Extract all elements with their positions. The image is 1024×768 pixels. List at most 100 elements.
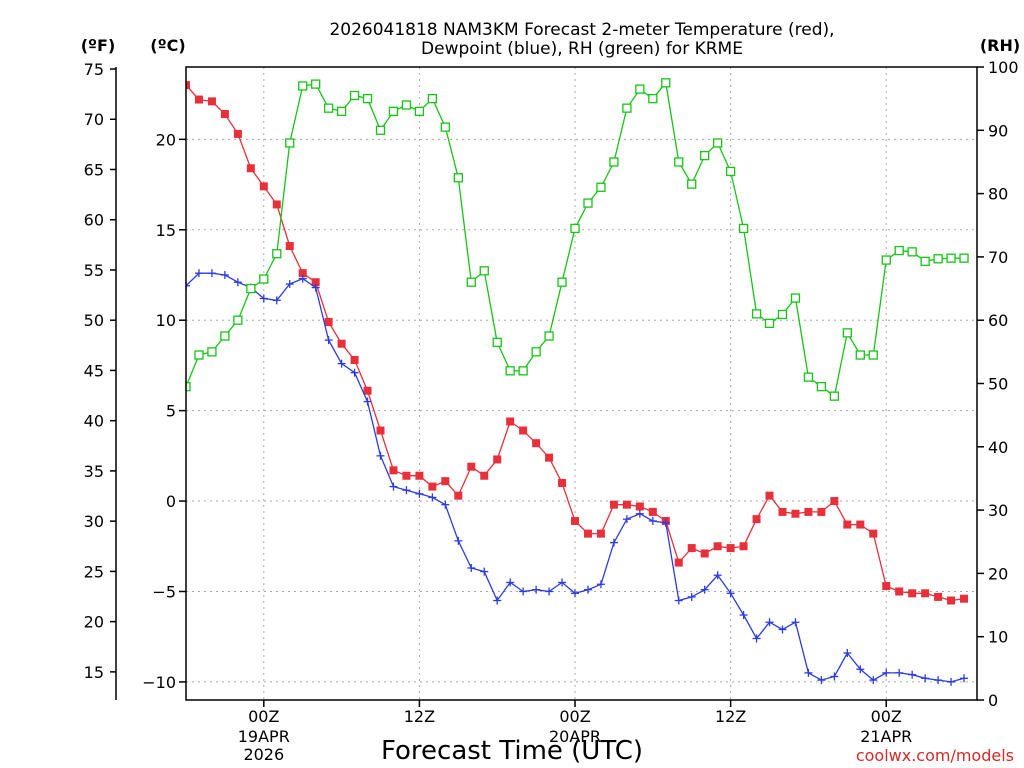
rh-unit-label: (RH) <box>980 36 1020 55</box>
2-meter-temperature-point <box>428 482 437 491</box>
fahrenheit-tick-label: 35 <box>84 462 104 481</box>
dewpoint-point <box>519 587 528 596</box>
time-tick-label: 00Z <box>559 707 590 726</box>
relative-humidity-point <box>492 337 502 348</box>
rh-tick-label: 30 <box>988 501 1008 520</box>
rh-tick-label: 20 <box>988 564 1008 583</box>
dewpoint-point <box>389 482 398 491</box>
relative-humidity-point <box>894 245 904 256</box>
plot-frame <box>185 66 978 701</box>
dewpoint-point <box>778 625 787 634</box>
celsius-tick-label: 20 <box>156 130 176 149</box>
2-meter-temperature-point <box>856 520 865 529</box>
2-meter-temperature-point <box>285 242 294 251</box>
celsius-axis: −10 −5 0 5 10 15 20 <box>142 130 186 692</box>
2-meter-temperature-point <box>298 269 307 278</box>
rh-tick-label: 60 <box>988 311 1008 330</box>
relative-humidity-point <box>635 84 645 94</box>
celsius-tick-label: 10 <box>156 311 176 330</box>
fahrenheit-axis: 15 20 25 30 35 40 45 50 55 60 65 70 75 <box>84 60 116 682</box>
dewpoint-point <box>960 674 969 683</box>
relative-humidity-point <box>855 350 865 360</box>
dewpoint-point <box>713 571 722 580</box>
dewpoint-point <box>506 578 515 587</box>
2-meter-temperature-point <box>921 589 930 598</box>
2-meter-temperature-point <box>895 587 904 596</box>
dewpoint-point <box>739 610 748 619</box>
celsius-tick-label: 5 <box>166 402 176 421</box>
celsius-tick-label: −5 <box>152 582 176 601</box>
2-meter-temperature-point <box>389 466 398 475</box>
2-meter-temperature-point <box>194 95 203 104</box>
relative-humidity-point <box>388 106 399 116</box>
dewpoint-point <box>376 451 385 460</box>
relative-humidity-point <box>609 157 619 167</box>
2-meter-temperature-point <box>934 592 943 601</box>
dewpoint-point <box>571 589 580 598</box>
x-axis-label: Forecast Time (UTC) <box>381 736 643 766</box>
dewpoint-point <box>921 674 930 683</box>
fahrenheit-tick-label: 30 <box>84 512 104 531</box>
2-meter-temperature-point <box>830 497 839 506</box>
dewpoint-point <box>337 359 346 368</box>
time-date-label: 21APR <box>860 727 912 746</box>
relative-humidity-point <box>959 253 969 263</box>
dewpoint-point <box>194 269 203 278</box>
2-meter-temperature-point <box>635 502 644 511</box>
relative-humidity-point <box>479 266 489 276</box>
fahrenheit-tick-label: 70 <box>84 110 104 129</box>
dewpoint-point <box>428 493 437 502</box>
dewpoint-point <box>674 596 683 605</box>
fahrenheit-tick-label: 55 <box>84 261 104 280</box>
relative-humidity-point <box>713 138 723 148</box>
2-meter-temperature-point <box>778 507 787 516</box>
dewpoint-point <box>480 567 489 576</box>
2-meter-temperature-point <box>350 355 359 364</box>
relative-humidity-point <box>622 103 632 113</box>
relative-humidity-point <box>700 150 710 161</box>
2-meter-temperature-point <box>882 582 891 591</box>
2-meter-temperature-point <box>804 507 813 516</box>
fahrenheit-tick-label: 60 <box>84 211 104 230</box>
2-meter-temperature-point <box>415 471 424 480</box>
relative-humidity-point <box>829 391 840 401</box>
dewpoint-point <box>558 578 567 587</box>
relative-humidity-point <box>583 198 593 208</box>
dewpoint-point <box>545 587 554 596</box>
2-meter-temperature-point <box>791 509 800 518</box>
celsius-tick-label: 15 <box>156 221 176 240</box>
2-meter-temperature-point <box>596 529 605 538</box>
2-meter-temperature-point <box>246 164 255 173</box>
relative-humidity-point <box>207 347 217 357</box>
relative-humidity-point <box>687 179 697 189</box>
dewpoint-point <box>830 672 839 681</box>
relative-humidity-point <box>233 315 243 325</box>
source-credit: coolwx.com/models <box>856 746 1014 765</box>
time-date-label: 19APR <box>238 727 290 746</box>
relative-humidity-point <box>933 254 943 264</box>
dewpoint-point <box>856 665 865 674</box>
dewpoint-point <box>298 274 307 283</box>
2-meter-temperature-point <box>765 491 774 500</box>
2-meter-temperature-point <box>843 520 852 529</box>
dewpoint-point <box>272 296 281 305</box>
dewpoint-point <box>843 648 852 657</box>
relative-humidity-point <box>414 106 425 116</box>
time-date-label: 20APR <box>549 727 601 746</box>
2-meter-temperature-point <box>752 515 761 524</box>
dewpoint-point <box>285 280 294 289</box>
2-meter-temperature-point <box>480 471 489 480</box>
fahrenheit-tick-label: 20 <box>84 613 104 632</box>
2-meter-temperature-point <box>311 278 320 287</box>
fahrenheit-tick-label: 25 <box>84 562 104 581</box>
2-meter-temperature-point <box>558 478 567 487</box>
dewpoint-point <box>609 538 618 547</box>
relative-humidity-point <box>907 247 917 257</box>
time-tick-label: 00Z <box>871 707 902 726</box>
dewpoint-point <box>947 677 956 686</box>
rh-tick-label: 0 <box>988 691 998 710</box>
2-meter-temperature-point <box>467 462 476 471</box>
relative-humidity-point <box>764 318 775 329</box>
